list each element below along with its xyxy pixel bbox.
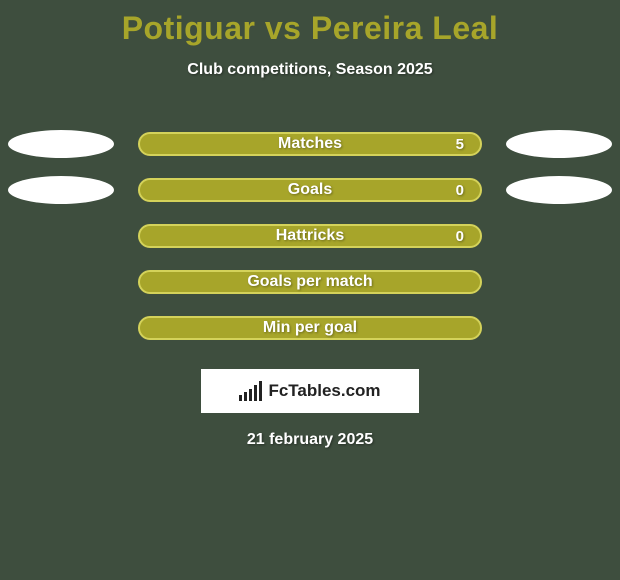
vs-separator: vs bbox=[265, 10, 302, 46]
stat-bar: Min per goal bbox=[138, 316, 482, 340]
stat-row: Goals 0 bbox=[0, 167, 620, 213]
stat-label: Goals per match bbox=[247, 273, 372, 291]
subtitle: Club competitions, Season 2025 bbox=[0, 61, 620, 79]
page-title: Potiguar vs Pereira Leal bbox=[0, 0, 620, 47]
stat-value: 0 bbox=[456, 182, 464, 199]
left-value-oval bbox=[8, 130, 114, 158]
stat-label: Hattricks bbox=[276, 227, 344, 245]
source-logo: FcTables.com bbox=[201, 369, 419, 413]
stat-label: Goals bbox=[288, 181, 332, 199]
stat-bar: Goals 0 bbox=[138, 178, 482, 202]
stat-row: Hattricks 0 bbox=[0, 213, 620, 259]
date-label: 21 february 2025 bbox=[0, 431, 620, 449]
player-a-name: Potiguar bbox=[122, 10, 256, 46]
right-value-oval bbox=[506, 176, 612, 204]
player-b-name: Pereira Leal bbox=[311, 10, 498, 46]
left-value-oval bbox=[8, 176, 114, 204]
stat-row: Min per goal bbox=[0, 305, 620, 351]
stat-label: Min per goal bbox=[263, 319, 357, 337]
stat-bar: Matches 5 bbox=[138, 132, 482, 156]
stat-rows: Matches 5 Goals 0 Hattricks 0 Goals per … bbox=[0, 121, 620, 351]
right-value-oval bbox=[506, 130, 612, 158]
stat-row: Matches 5 bbox=[0, 121, 620, 167]
stat-label: Matches bbox=[278, 135, 342, 153]
stat-bar: Goals per match bbox=[138, 270, 482, 294]
logo-text: FcTables.com bbox=[268, 381, 380, 401]
stat-bar: Hattricks 0 bbox=[138, 224, 482, 248]
logo-bars-icon bbox=[239, 381, 262, 401]
stat-value: 5 bbox=[456, 136, 464, 153]
comparison-card: Potiguar vs Pereira Leal Club competitio… bbox=[0, 0, 620, 580]
stat-value: 0 bbox=[456, 228, 464, 245]
stat-row: Goals per match bbox=[0, 259, 620, 305]
